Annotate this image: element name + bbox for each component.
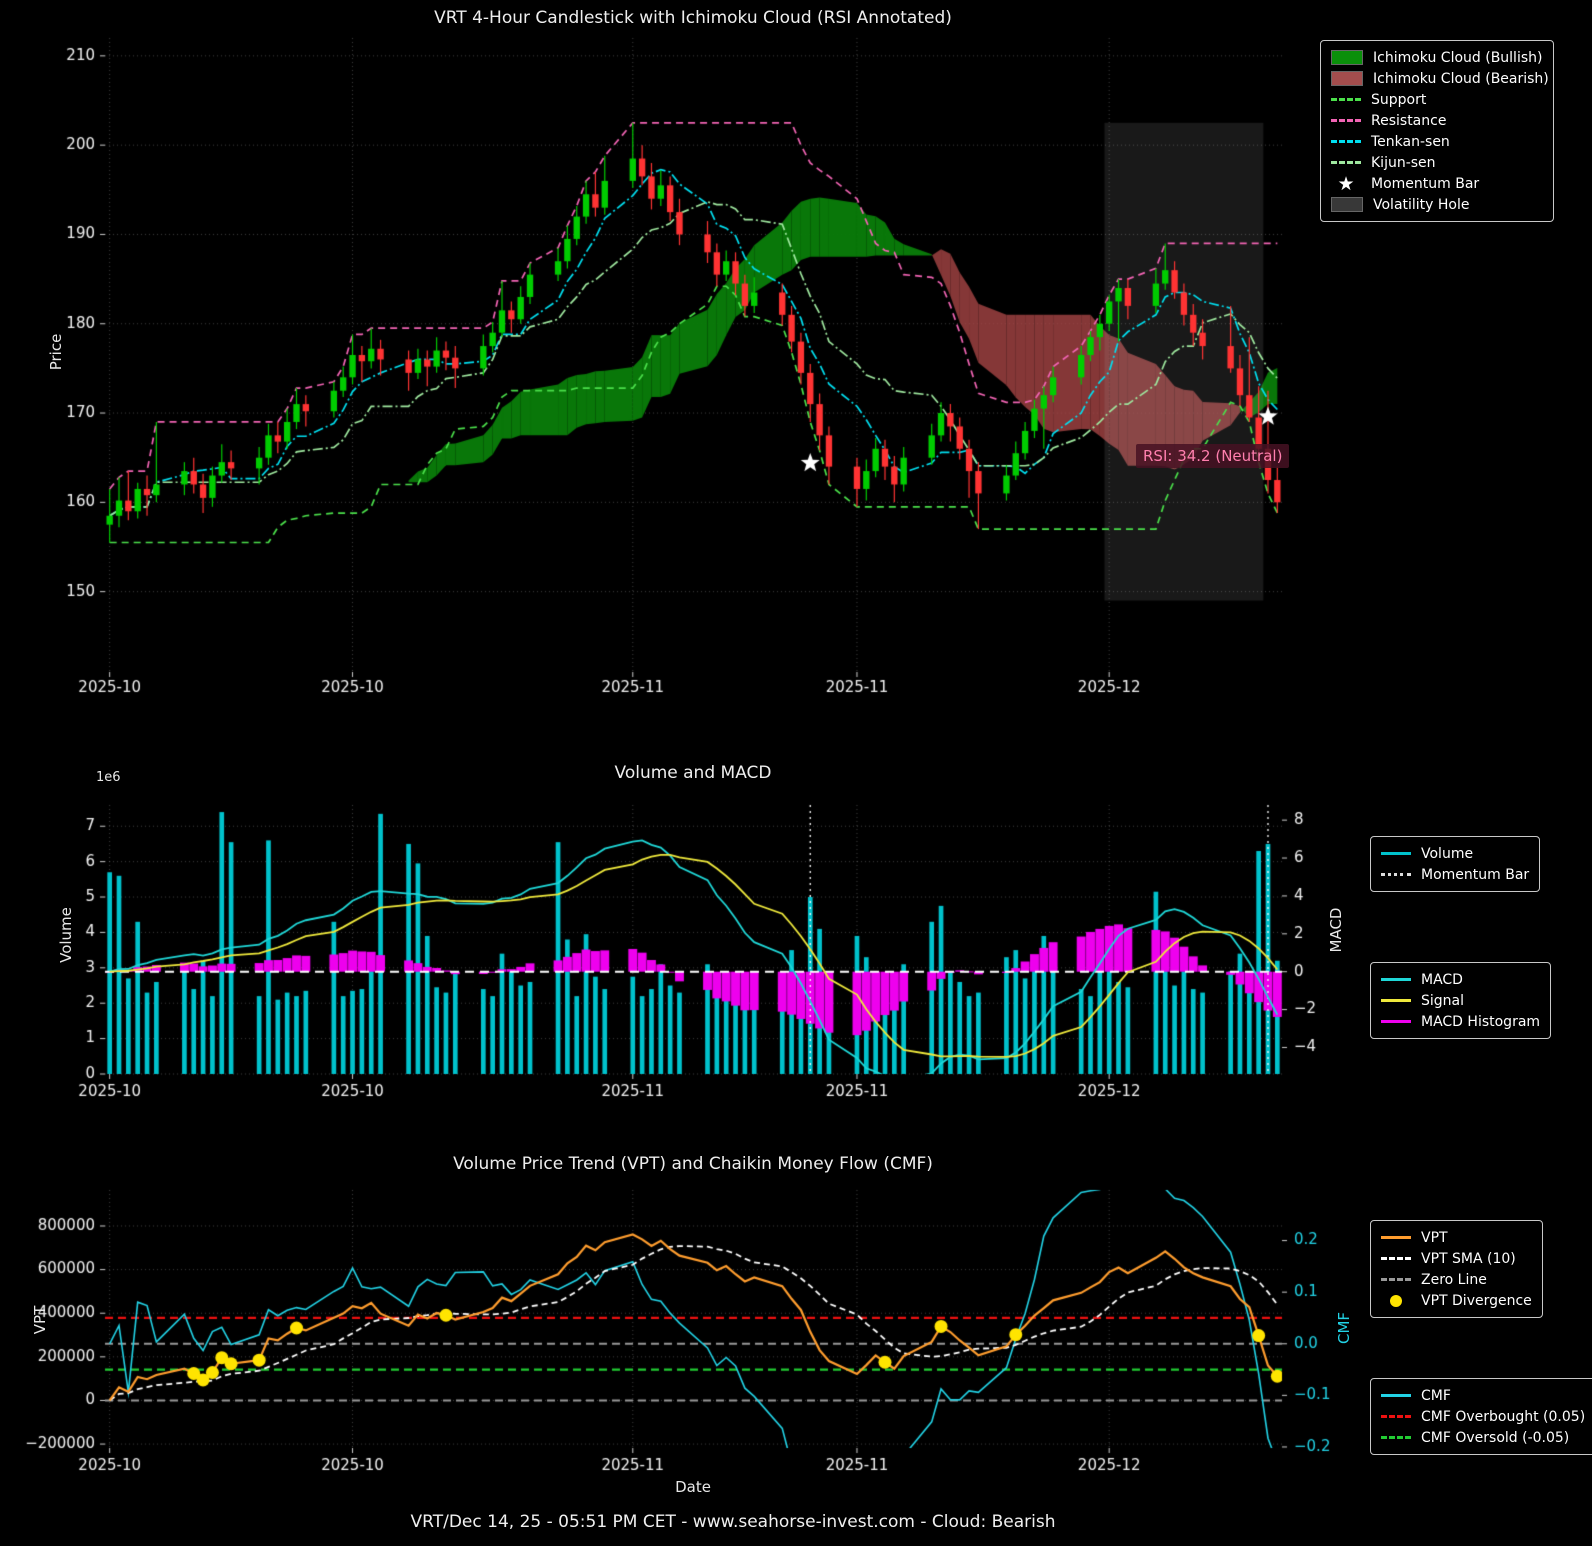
legend-label: Kijun-sen: [1371, 154, 1436, 171]
macd-line-swatch-icon: [1381, 978, 1411, 981]
legend-item: Volume: [1381, 843, 1529, 864]
legend-item: CMF Oversold (-0.05): [1381, 1427, 1585, 1448]
legend-label: VPT SMA (10): [1421, 1250, 1516, 1267]
legend-label: Tenkan-sen: [1371, 133, 1450, 150]
legend-label: VPT Divergence: [1421, 1292, 1532, 1309]
vpt-sma-swatch-icon: [1381, 1257, 1411, 1260]
cloud-bullish-swatch-icon: [1331, 50, 1363, 65]
legend-label: Signal: [1421, 992, 1465, 1009]
legend-label: Ichimoku Cloud (Bullish): [1373, 49, 1543, 66]
legend-item: Kijun-sen: [1331, 152, 1543, 173]
legend-item: Resistance: [1331, 110, 1543, 131]
legend-item: CMF Overbought (0.05): [1381, 1406, 1585, 1427]
legend-item: VPT: [1381, 1227, 1532, 1248]
volatility-hole-swatch-icon: [1331, 197, 1363, 212]
vpt-line-swatch-icon: [1381, 1236, 1411, 1239]
legend-item: ★ Momentum Bar: [1331, 173, 1543, 194]
legend-label: CMF: [1421, 1387, 1451, 1404]
legend-label: Volatility Hole: [1373, 196, 1470, 213]
legend-item: Zero Line: [1381, 1269, 1532, 1290]
footer-status-text: VRT/Dec 14, 25 - 05:51 PM CET - www.seah…: [410, 1512, 1056, 1532]
volume-axis-label: Volume: [57, 907, 75, 963]
volume-line-swatch-icon: [1381, 852, 1411, 855]
kijun-line-swatch-icon: [1331, 161, 1361, 164]
macd-histogram-swatch-icon: [1381, 1020, 1411, 1023]
legend-item: Support: [1331, 89, 1543, 110]
legend-label: MACD: [1421, 971, 1463, 988]
zero-line-swatch-icon: [1381, 1278, 1411, 1281]
legend-label: CMF Overbought (0.05): [1421, 1408, 1586, 1425]
date-axis-label: Date: [675, 1478, 711, 1496]
momentum-star-icon: ★: [1337, 172, 1355, 195]
support-line-swatch-icon: [1331, 98, 1361, 101]
legend-label: CMF Oversold (-0.05): [1421, 1429, 1570, 1446]
macd-legend: MACD Signal MACD Histogram: [1370, 962, 1552, 1039]
legend-item: Ichimoku Cloud (Bearish): [1331, 68, 1549, 89]
legend-item: CMF: [1381, 1385, 1585, 1406]
signal-line-swatch-icon: [1381, 999, 1411, 1002]
legend-label: Support: [1371, 91, 1427, 108]
legend-label: Momentum Bar: [1371, 175, 1480, 192]
legend-item: VPT SMA (10): [1381, 1248, 1532, 1269]
resistance-line-swatch-icon: [1331, 119, 1361, 122]
legend-item: Tenkan-sen: [1331, 131, 1543, 152]
top-chart-title: VRT 4-Hour Candlestick with Ichimoku Clo…: [434, 8, 952, 28]
cmf-overbought-swatch-icon: [1381, 1415, 1411, 1418]
cloud-bearish-swatch-icon: [1331, 71, 1363, 86]
vpt-legend: VPT VPT SMA (10) Zero Line VPT Divergenc…: [1370, 1220, 1543, 1318]
momentum-bar-swatch-icon: [1381, 873, 1411, 876]
legend-item: VPT Divergence: [1381, 1290, 1532, 1311]
legend-label: MACD Histogram: [1421, 1013, 1541, 1030]
legend-item: MACD Histogram: [1381, 1011, 1540, 1032]
legend-item: Signal: [1381, 990, 1540, 1011]
cmf-axis-label: CMF: [1335, 1311, 1353, 1345]
middle-chart-title: Volume and MACD: [614, 763, 772, 783]
legend-label: Volume: [1421, 845, 1474, 862]
volume-legend: Volume Momentum Bar: [1370, 836, 1541, 892]
legend-label: Resistance: [1371, 112, 1447, 129]
top-chart-legend: Ichimoku Cloud (Bullish) Ichimoku Cloud …: [1320, 40, 1554, 222]
vpt-divergence-dot-icon: [1390, 1294, 1402, 1307]
volume-offset-label: 1e6: [96, 770, 121, 785]
legend-item: Volatility Hole: [1331, 194, 1543, 215]
rsi-annotation: RSI: 34.2 (Neutral): [1136, 444, 1290, 468]
legend-label: Ichimoku Cloud (Bearish): [1373, 70, 1549, 87]
legend-label: Zero Line: [1421, 1271, 1487, 1288]
cmf-legend: CMF CMF Overbought (0.05) CMF Oversold (…: [1370, 1378, 1592, 1455]
legend-label: VPT: [1421, 1229, 1448, 1246]
cmf-oversold-swatch-icon: [1381, 1436, 1411, 1439]
bottom-chart-title: Volume Price Trend (VPT) and Chaikin Mon…: [453, 1154, 933, 1174]
vpt-axis-label: VPT: [31, 1305, 49, 1335]
price-axis-label: Price: [47, 333, 65, 371]
legend-item: Ichimoku Cloud (Bullish): [1331, 47, 1543, 68]
legend-item: MACD: [1381, 969, 1540, 990]
tenkan-line-swatch-icon: [1331, 140, 1361, 143]
legend-item: Momentum Bar: [1381, 864, 1529, 885]
legend-label: Momentum Bar: [1421, 866, 1530, 883]
macd-axis-label: MACD: [1327, 907, 1345, 953]
cmf-line-swatch-icon: [1381, 1394, 1411, 1397]
